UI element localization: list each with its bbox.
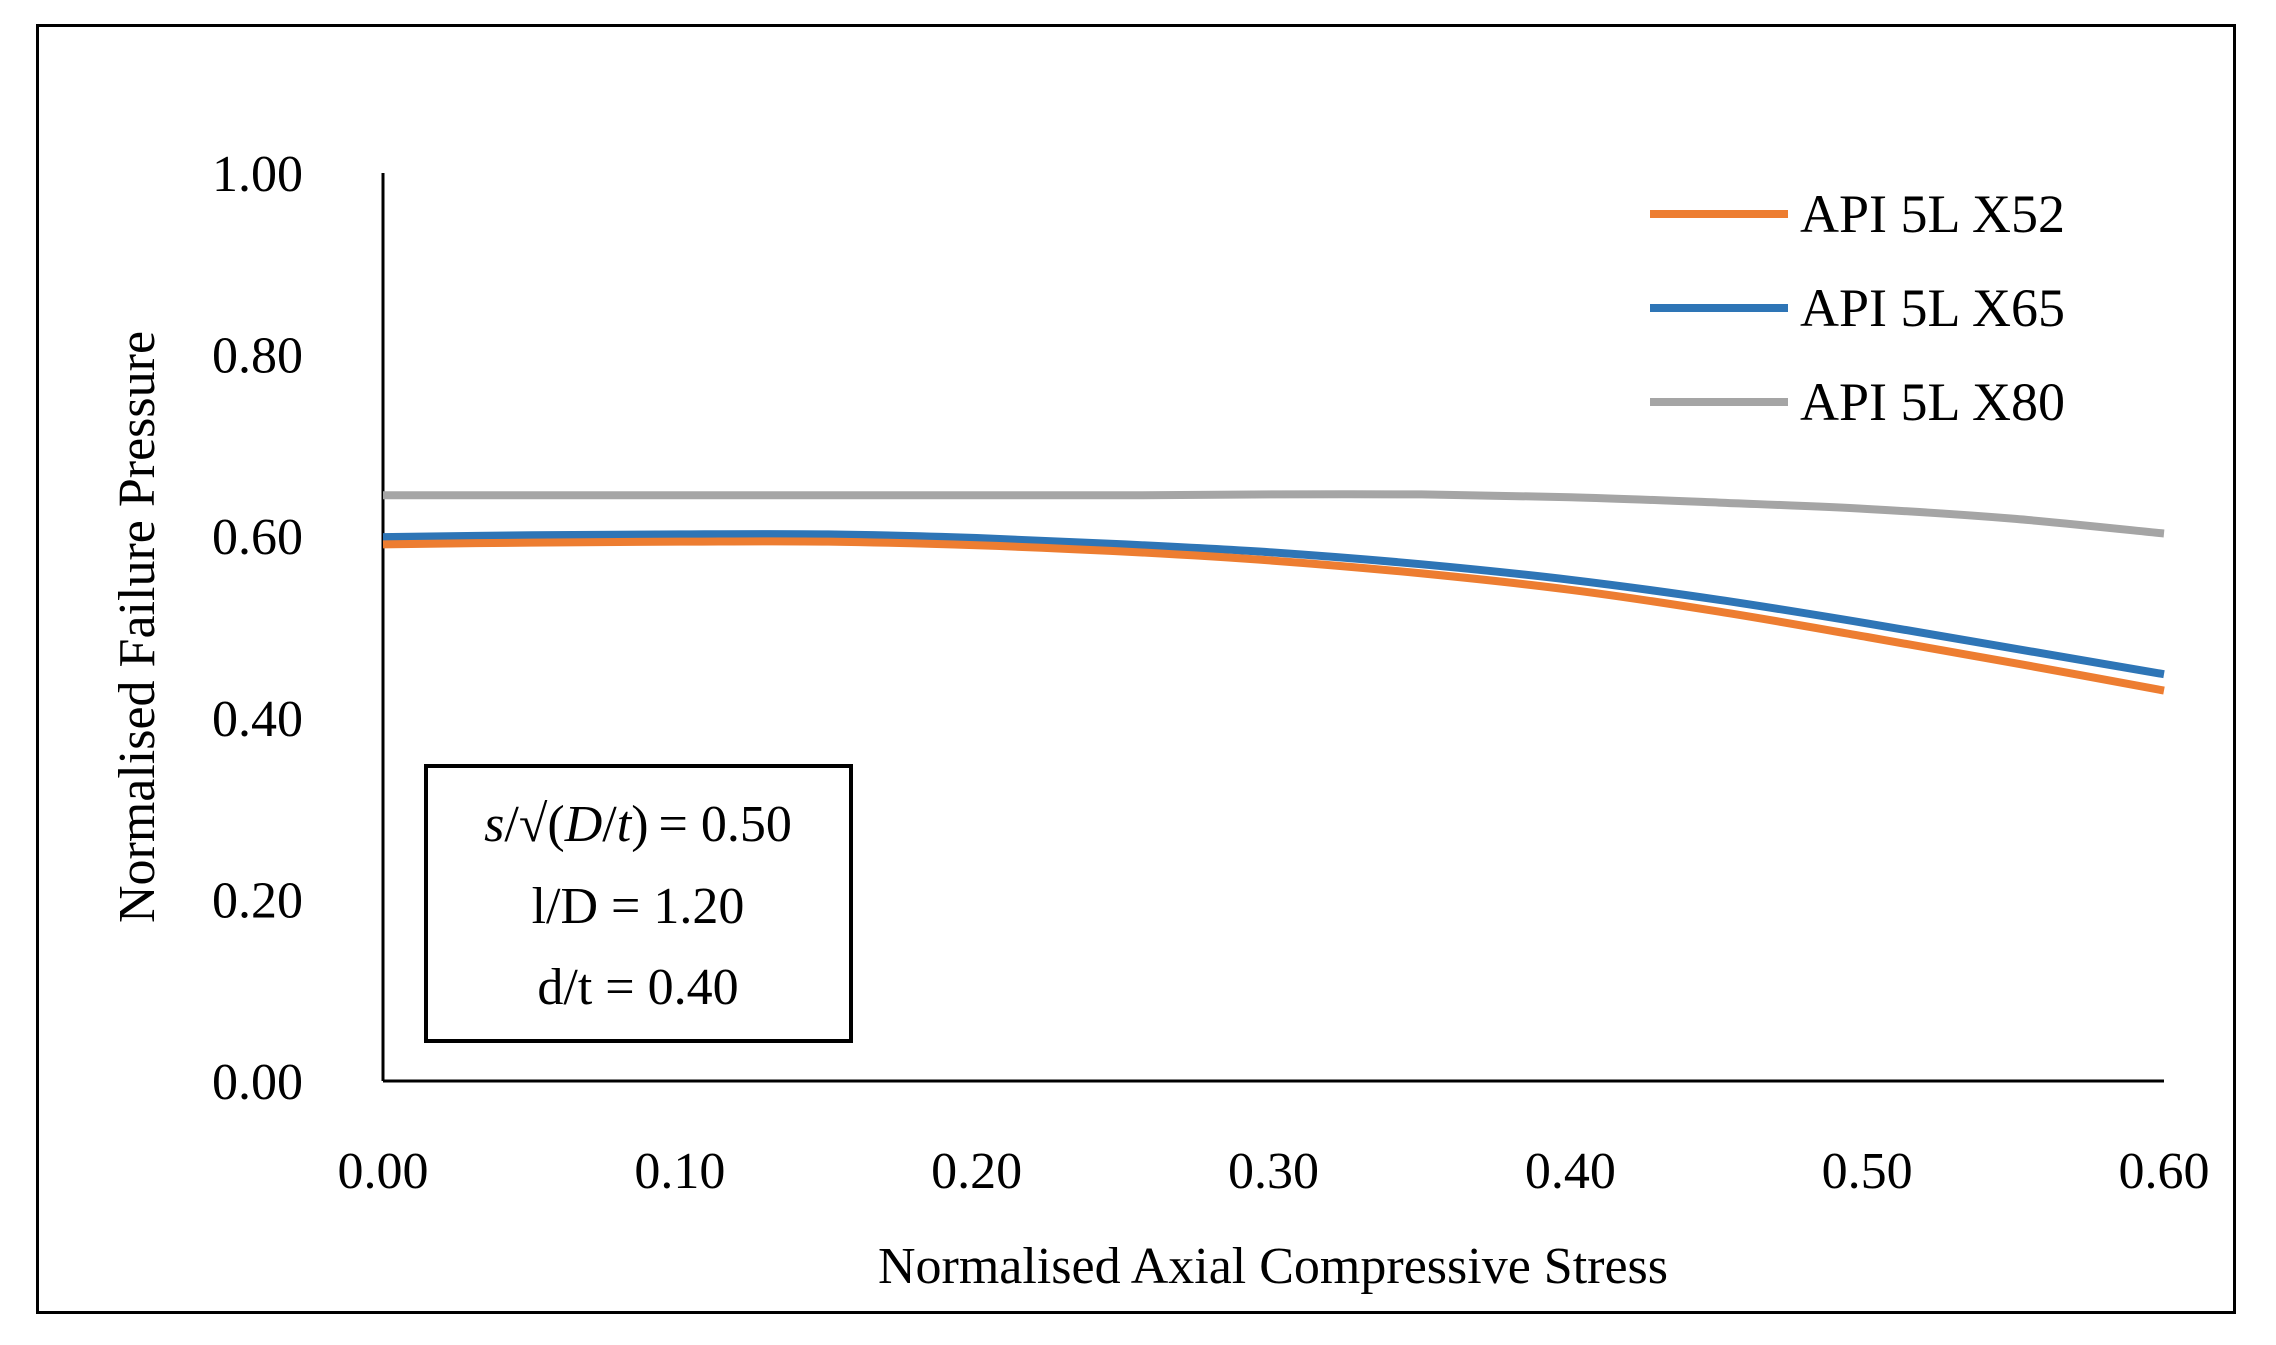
x-tick-label: 0.20 xyxy=(931,1143,1022,1200)
y-tick-label: 0.60 xyxy=(212,509,303,566)
annotation-line-2: l/D = 1.20 xyxy=(532,878,745,935)
annotation-s: s xyxy=(484,796,504,853)
annotation-D: D xyxy=(564,796,603,853)
x-tick-label: 0.00 xyxy=(338,1143,429,1200)
annotation-formula: s/√(D/t) = 0.50 xyxy=(484,796,792,853)
series-lines xyxy=(382,490,2165,695)
annotation-slash: / xyxy=(504,796,519,853)
parameter-annotation-box: s/√(D/t) = 0.50 l/D = 1.20 d/t = 0.40 xyxy=(424,764,853,1043)
legend: API 5L X52 API 5L X65 API 5L X80 xyxy=(1650,184,2065,432)
annotation-sqrt: √ xyxy=(519,796,548,853)
legend-label: API 5L X80 xyxy=(1800,372,2065,432)
y-tick-label: 0.00 xyxy=(212,1054,303,1111)
legend-label: API 5L X52 xyxy=(1800,184,2065,244)
annotation-box-border xyxy=(424,764,853,1043)
series-line-api-5l-x52 xyxy=(382,537,2165,695)
annotation-t: t xyxy=(617,796,633,853)
y-tick-label: 0.20 xyxy=(212,872,303,929)
x-axis-label: Normalised Axial Compressive Stress xyxy=(878,1238,1668,1295)
y-axis-label: Normalised Failure Pressure xyxy=(109,331,166,923)
x-tick-label: 0.50 xyxy=(1822,1143,1913,1200)
x-tick-label: 0.40 xyxy=(1525,1143,1616,1200)
y-tick-label: 0.40 xyxy=(212,691,303,748)
x-tick-label: 0.30 xyxy=(1228,1143,1319,1200)
y-tick-labels: 0.00 0.20 0.40 0.60 0.80 1.00 xyxy=(212,146,303,1111)
series-line-api-5l-x80 xyxy=(383,490,2165,538)
x-tick-label: 0.60 xyxy=(2119,1143,2210,1200)
x-tick-labels: 0.00 0.10 0.20 0.30 0.40 0.50 0.60 xyxy=(338,1143,2210,1200)
chart-frame xyxy=(36,24,2236,1314)
annotation-open-paren: ( xyxy=(547,796,564,853)
annotation-close-paren: ) xyxy=(631,796,648,853)
y-tick-label: 0.80 xyxy=(212,328,303,385)
y-tick-label: 1.00 xyxy=(212,146,303,203)
x-tick-label: 0.10 xyxy=(634,1143,725,1200)
annotation-slash-2: / xyxy=(602,796,617,853)
series-line-api-5l-x65 xyxy=(382,530,2165,679)
annotation-line-1-value: = 0.50 xyxy=(659,796,792,853)
annotation-line-3: d/t = 0.40 xyxy=(537,959,738,1016)
legend-label: API 5L X65 xyxy=(1800,278,2065,338)
